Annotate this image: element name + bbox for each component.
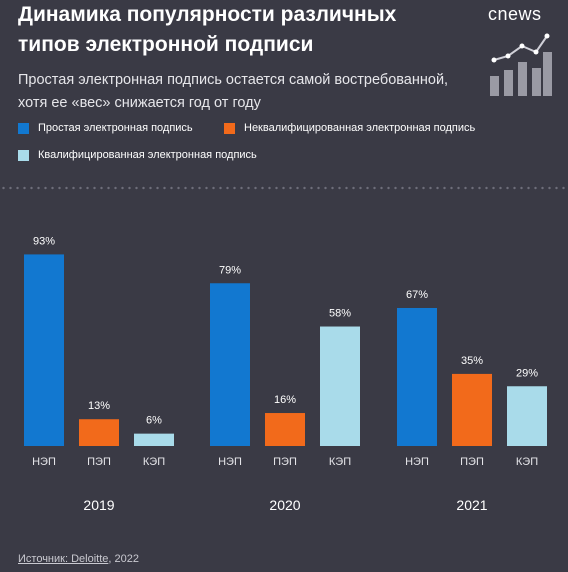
legend-swatch-unqualified (224, 122, 235, 134)
bar-2019-пэп (79, 419, 119, 446)
category-label: НЭП (218, 456, 242, 468)
legend-swatch-simple (18, 122, 29, 134)
dotted-divider (0, 186, 568, 190)
chart-title: Динамика популярности различных типов эл… (18, 3, 397, 56)
source-note: Источник: Deloitte, 2022 (18, 553, 139, 565)
bar-2021-пэп (452, 373, 492, 446)
bar-2019-нэп (24, 254, 64, 446)
legend-label-simple: Простая электронная подпись (38, 122, 193, 134)
bar-2020-кэп (320, 326, 360, 446)
legend-item-unqualified: Неквалифицированная электронная подпись (224, 122, 475, 134)
legend-label-unqualified: Неквалифицированная электронная подпись (244, 122, 476, 134)
category-label: НЭП (405, 456, 429, 468)
legend-label-qualified: Квалифицированная электронная подпись (38, 149, 257, 161)
year-label: 2020 (269, 497, 300, 513)
data-label: 67% (406, 289, 428, 301)
cnews-logo: cnews (488, 4, 542, 24)
category-label: ПЭП (273, 456, 297, 468)
data-label: 29% (516, 367, 538, 379)
growth-chart-icon (490, 33, 552, 96)
category-label: НЭП (32, 456, 56, 468)
bar-2021-кэп (507, 386, 547, 446)
bar-2021-нэп (397, 307, 437, 446)
data-label: 93% (33, 235, 55, 247)
bar-2020-пэп (265, 413, 305, 446)
legend-item-qualified: Квалифицированная электронная подпись (18, 149, 257, 161)
chart-subtitle: Простая электронная подпись остается сам… (18, 72, 449, 111)
year-label: 2021 (456, 497, 487, 513)
data-label: 13% (88, 400, 110, 412)
category-label: КЭП (516, 456, 538, 468)
data-label: 58% (329, 308, 351, 320)
data-label: 35% (461, 355, 483, 367)
bar-chart: 93% НЭП 13% ПЭП 6% КЭП 2019 79% НЭП 16% ПЭП 58% КЭП 2… (24, 235, 547, 513)
data-label: 16% (274, 394, 296, 406)
category-label: КЭП (143, 456, 165, 468)
source-link[interactable]: Источник: Deloitte (18, 553, 109, 565)
category-label: ПЭП (460, 456, 484, 468)
bar-2020-нэп (210, 283, 250, 446)
data-label: 6% (146, 415, 162, 427)
source-year: , 2022 (108, 553, 139, 565)
bar-2019-кэп (134, 433, 174, 446)
legend-swatch-qualified (18, 149, 29, 161)
legend-item-simple: Простая электронная подпись (18, 122, 193, 134)
category-label: КЭП (329, 456, 351, 468)
year-label: 2019 (83, 497, 114, 513)
data-label: 79% (219, 264, 241, 276)
category-label: ПЭП (87, 456, 111, 468)
